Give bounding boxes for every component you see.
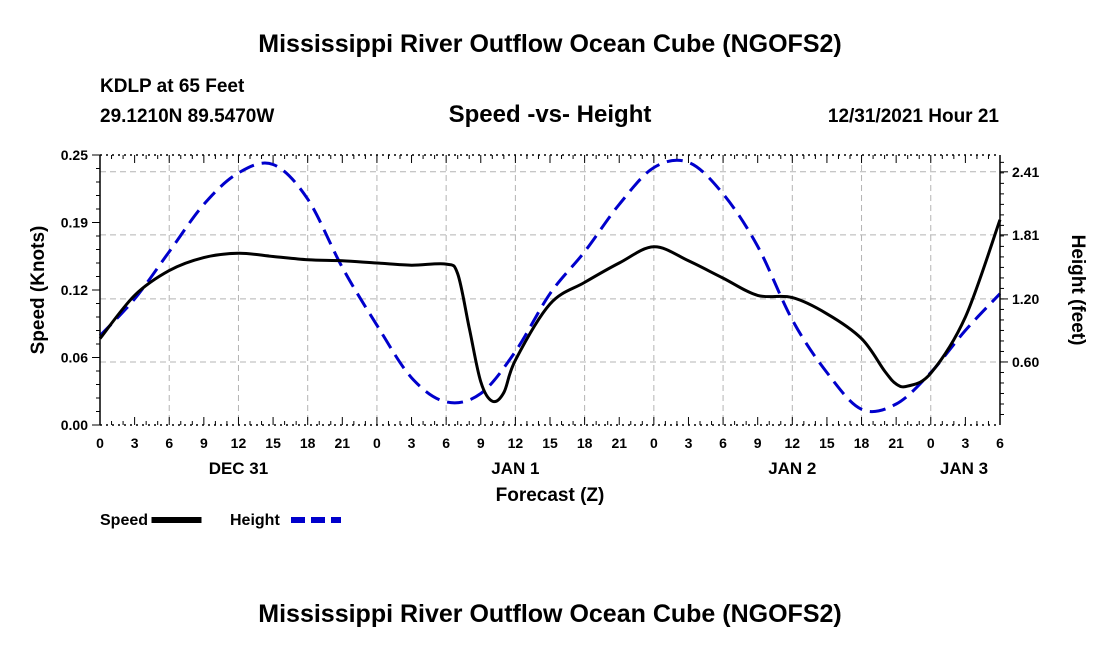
x-tick-label: 6 [442,435,450,451]
x-tick-label: 15 [819,435,835,451]
y2-tick-label: 1.81 [1012,227,1039,243]
y2-tick-label: 2.41 [1012,164,1039,180]
y2-axis-title: Height (feet) [1067,235,1088,346]
x-axis-title: Forecast (Z) [496,485,605,506]
day-label: JAN 1 [491,459,539,478]
x-tick-label: 21 [335,435,351,451]
x-tick-label: 3 [961,435,969,451]
day-label: JAN 2 [768,459,816,478]
x-tick-label: 12 [508,435,524,451]
x-tick-label: 21 [888,435,904,451]
x-tick-label: 6 [996,435,1004,451]
day-label: DEC 31 [209,459,269,478]
x-tick-label: 9 [754,435,762,451]
y-tick-label: 0.00 [61,417,88,433]
legend-label-speed: Speed [100,512,148,529]
legend-label-height: Height [230,512,280,529]
chart-bottom-title: Mississippi River Outflow Ocean Cube (NG… [258,600,842,628]
day-label: JAN 3 [940,459,988,478]
x-tick-label: 18 [300,435,316,451]
y-tick-label: 0.06 [61,350,88,366]
x-tick-label: 9 [477,435,485,451]
y2-tick-label: 1.20 [1012,291,1039,307]
x-tick-label: 12 [785,435,801,451]
chart-main-title: Mississippi River Outflow Ocean Cube (NG… [258,30,842,58]
x-tick-label: 15 [265,435,281,451]
x-tick-label: 18 [854,435,870,451]
x-tick-label: 3 [131,435,139,451]
y-axis-title: Speed (Knots) [28,226,49,355]
y-tick-label: 0.12 [61,282,88,298]
y-tick-label: 0.19 [61,215,88,231]
x-tick-label: 21 [611,435,627,451]
x-tick-label: 18 [577,435,593,451]
chart-subtitle: Speed -vs- Height [448,101,652,128]
x-tick-label: 0 [373,435,381,451]
y-tick-label: 0.25 [61,147,88,163]
x-tick-label: 9 [200,435,208,451]
x-tick-label: 0 [927,435,935,451]
x-tick-label: 3 [408,435,416,451]
series-line-speed [98,219,1002,404]
station-coordinates: 29.1210N 89.5470W [100,106,275,127]
x-tick-label: 0 [96,435,104,451]
x-tick-label: 15 [542,435,558,451]
x-tick-label: 0 [650,435,658,451]
series-line-height [98,158,1002,413]
x-tick-label: 6 [719,435,727,451]
x-tick-label: 6 [165,435,173,451]
x-tick-label: 12 [231,435,247,451]
y2-tick-label: 0.60 [1012,354,1039,370]
x-tick-label: 3 [685,435,693,451]
forecast-datetime: 12/31/2021 Hour 21 [827,106,999,127]
station-label: KDLP at 65 Feet [100,76,245,97]
